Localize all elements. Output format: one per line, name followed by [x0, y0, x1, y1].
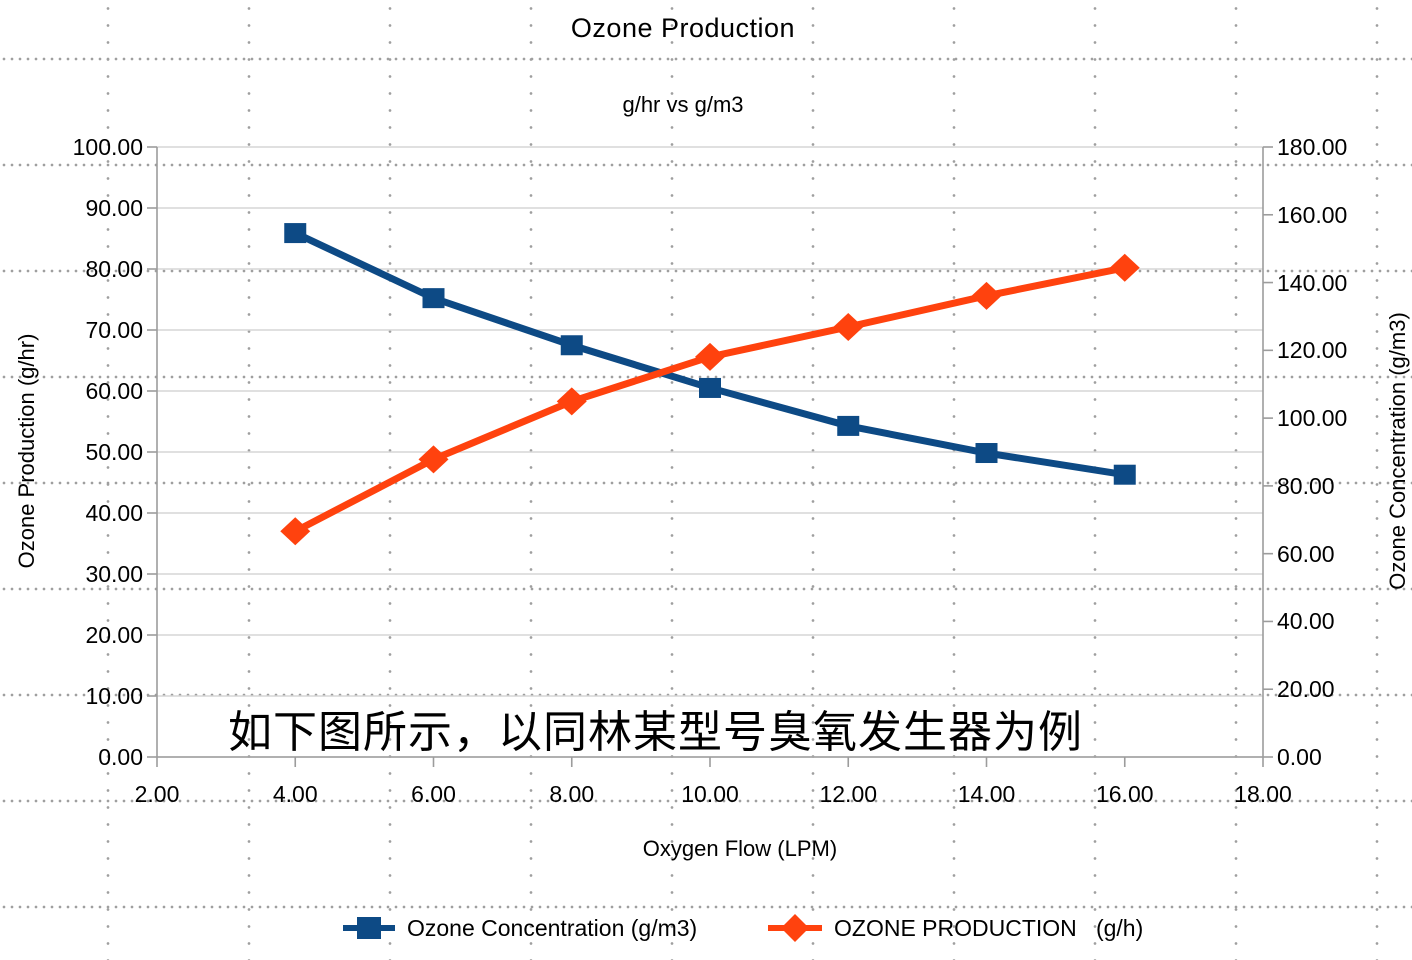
y-left-tick-label: 0.00: [98, 744, 143, 770]
y-left-tick-label: 70.00: [85, 317, 143, 343]
y-right-tick-label: 180.00: [1277, 134, 1348, 160]
legend-item-production: OZONE PRODUCTION (g/h): [768, 912, 1143, 944]
x-tick-label: 14.00: [957, 781, 1016, 807]
y-right-tick-label: 140.00: [1277, 269, 1348, 296]
x-tick-label: 12.00: [819, 781, 878, 807]
y-left-tick-label: 90.00: [85, 195, 143, 221]
data-point-square: [975, 443, 998, 464]
legend-label-concentration: Ozone Concentration (g/m3): [407, 914, 698, 941]
y-right-tick-label: 60.00: [1277, 540, 1335, 567]
x-tick-label: 8.00: [549, 781, 595, 807]
x-tick-label: 18.00: [1234, 781, 1292, 807]
data-point-diamond: [971, 281, 1002, 310]
x-tick-label: 10.00: [681, 781, 739, 807]
y-left-tick-label: 20.00: [85, 622, 143, 648]
x-tick-label: 2.00: [134, 781, 180, 807]
x-tick-label: 16.00: [1095, 781, 1154, 807]
legend-item-concentration: Ozone Concentration (g/m3): [343, 912, 697, 944]
y-left-tick-label: 30.00: [85, 561, 143, 587]
data-point-diamond: [695, 342, 725, 371]
y-left-tick-label: 100.00: [72, 134, 143, 160]
y-left-tick-label: 50.00: [85, 439, 143, 465]
data-point-square: [422, 288, 445, 309]
data-point-diamond: [418, 445, 449, 474]
y-left-tick-label: 10.00: [85, 683, 143, 709]
legend-label-production: OZONE PRODUCTION (g/h): [834, 914, 1144, 941]
legend-diamond-marker-icon: [768, 914, 822, 942]
y-right-tick-label: 0.00: [1277, 744, 1322, 770]
data-point-square: [699, 377, 721, 398]
x-tick-label: 4.00: [272, 781, 318, 807]
y-right-tick-label: 20.00: [1277, 676, 1335, 703]
data-point-square: [837, 415, 860, 436]
legend-square-marker-icon: [343, 917, 395, 939]
y-left-tick-label: 40.00: [85, 500, 143, 526]
data-point-square: [1113, 464, 1136, 485]
y-left-tick-label: 80.00: [85, 256, 143, 282]
y-right-tick-label: 100.00: [1277, 405, 1348, 432]
x-tick-label: 6.00: [411, 781, 456, 807]
y-right-tick-label: 120.00: [1277, 337, 1348, 364]
y-right-tick-label: 80.00: [1277, 472, 1335, 499]
annotation-text: 如下图所示，以同林某型号臭氧发生器为例: [228, 708, 1083, 757]
chart-subtitle: g/hr vs g/m3: [622, 92, 744, 117]
data-point-square: [560, 335, 583, 356]
chart-title: Ozone Production: [570, 13, 796, 43]
y-left-tick-label: 60.00: [85, 378, 143, 404]
data-point-square: [284, 223, 307, 244]
data-point-diamond: [833, 312, 864, 341]
y-right-tick-label: 160.00: [1277, 201, 1348, 228]
y-right-tick-label: 40.00: [1277, 608, 1335, 635]
data-point-diamond: [280, 517, 311, 546]
data-point-diamond: [1109, 253, 1140, 282]
data-point-diamond: [556, 387, 587, 416]
x-axis-title: Oxygen Flow (LPM): [642, 836, 838, 861]
